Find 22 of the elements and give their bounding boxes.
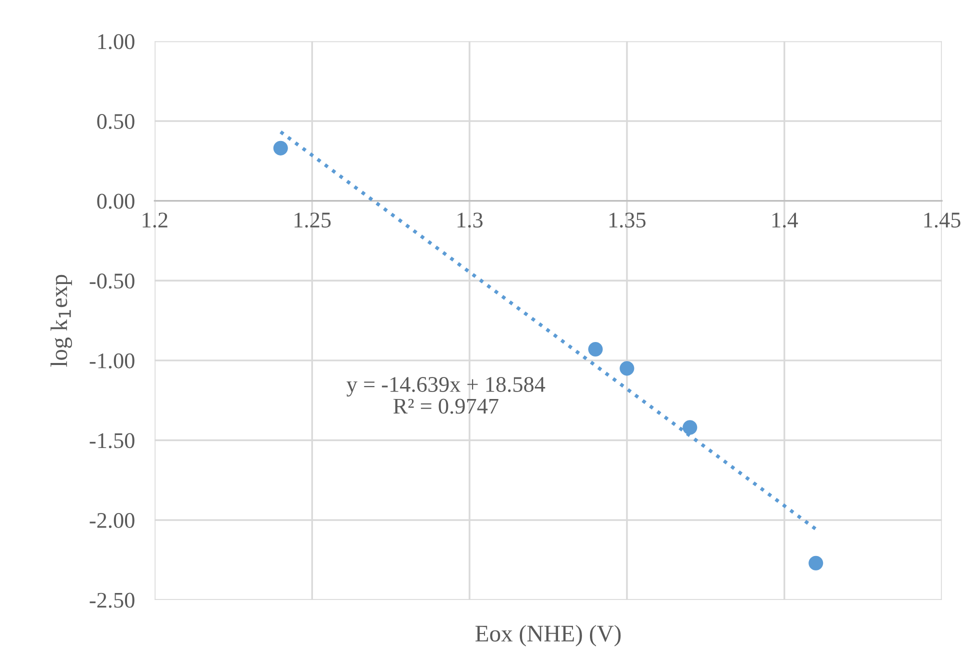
x-tick-label: 1.4	[772, 212, 798, 228]
x-axis-title: Eox (NHE) (V)	[475, 624, 621, 646]
point	[808, 556, 824, 570]
y-tick-label: -1.50	[90, 433, 134, 448]
y-tick-label: 0.50	[97, 114, 134, 130]
annotation: y = -14.639x + 18.584 R² = 0.9747	[346, 376, 546, 414]
point	[682, 420, 698, 435]
y-tick-label: -1.00	[90, 353, 134, 368]
y-tick-label: 0.00	[97, 194, 134, 209]
y-tick-label: 1.00	[98, 34, 134, 50]
x-tick-label: 1.25	[294, 212, 331, 228]
x-tick-label: 1.35	[609, 212, 646, 228]
point	[588, 342, 603, 357]
x-tick-label: 1.45	[924, 212, 960, 228]
x-tick-label: 1.2	[142, 212, 168, 228]
point	[273, 140, 288, 156]
y-tick-label: -0.50	[90, 274, 134, 289]
y-tick-label: -2.50	[90, 592, 134, 608]
y-axis-title: log k$_{1}$exp	[50, 274, 72, 367]
x-tick-label: 1.3	[458, 212, 483, 228]
point	[620, 361, 634, 376]
y-tick-label: -2.00	[90, 512, 134, 528]
